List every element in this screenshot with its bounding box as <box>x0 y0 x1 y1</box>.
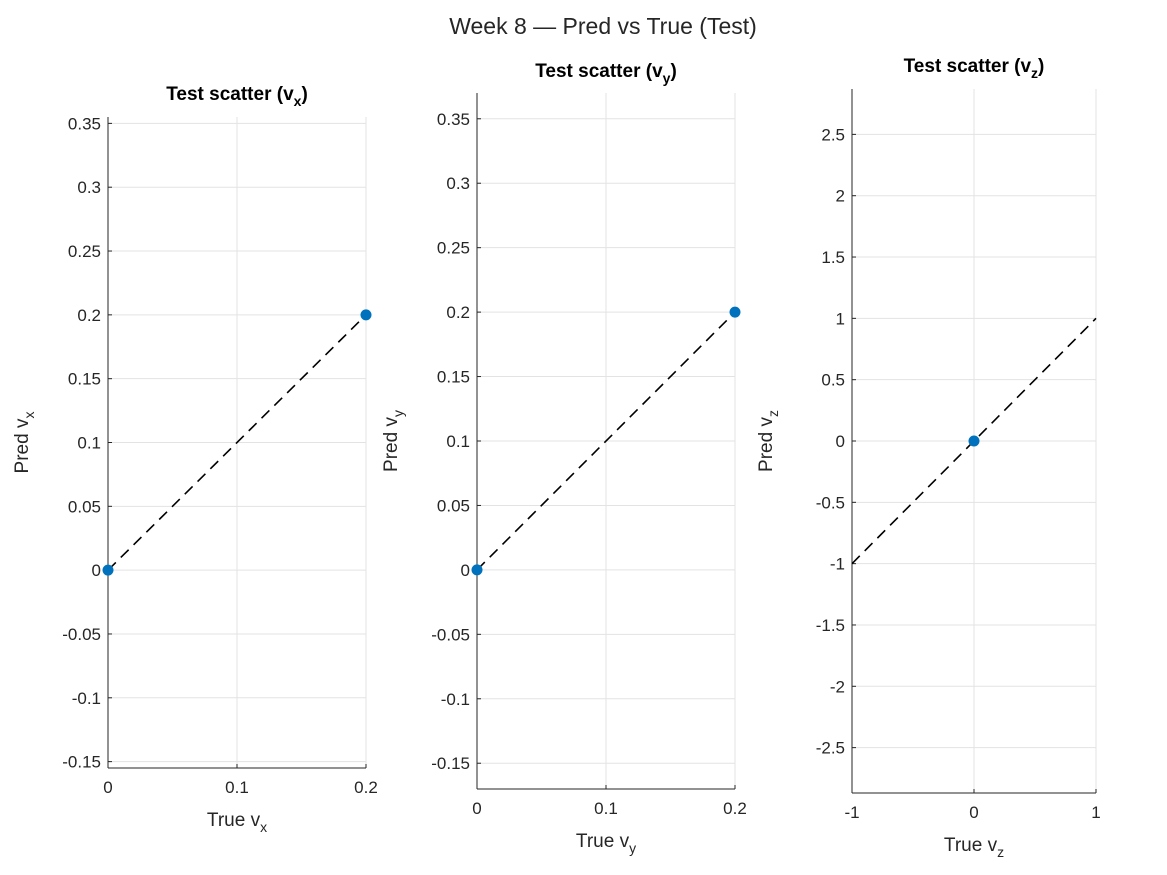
y-tick-label: 0.3 <box>77 178 101 197</box>
x-tick-label: 0 <box>472 799 481 818</box>
subplot-1: 0 0.1 0.2 -0.15 -0.1 -0.05 0 0.05 0.1 0.15 0.2 0.25… <box>12 84 378 835</box>
x-axis-label: True vz <box>944 835 1004 860</box>
y-tick-label: -1 <box>830 555 845 574</box>
y-tick-label: 0.5 <box>821 371 845 390</box>
x-axis-label-text: True v <box>207 810 261 831</box>
y-tick-label: 0.3 <box>446 174 470 193</box>
y-tick-label: -2.5 <box>816 739 845 758</box>
y-axis-label-text: Pred v <box>12 418 33 473</box>
identity-reference-line <box>476 311 736 571</box>
x-tick-label: 0.1 <box>225 778 249 797</box>
axes-container: 0 0.1 0.2 -0.15 -0.1 -0.05 0 0.05 0.1 0.15 0.2 0.25… <box>12 56 1101 860</box>
x-tick-label: 0.2 <box>723 799 747 818</box>
y-tick-label: 0.35 <box>437 110 470 129</box>
y-tick-label: 0.2 <box>446 303 470 322</box>
grid <box>107 117 367 768</box>
subplot-title-subscript: z <box>1031 65 1038 81</box>
subplot-title-tail: ) <box>670 61 676 82</box>
x-axis-label: True vy <box>576 831 636 856</box>
x-tick-label: 1 <box>1091 803 1100 822</box>
x-tick-label: 0 <box>969 803 978 822</box>
scatter-point <box>729 306 741 318</box>
identity-reference-line <box>107 314 367 571</box>
y-tick-label: 0 <box>461 561 470 580</box>
y-axis-label: Pred vz <box>756 410 781 472</box>
subplot-title: Test scatter (vx) <box>166 84 308 109</box>
x-axis-label-subscript: x <box>260 819 267 835</box>
y-axis-label-subscript: z <box>765 410 781 417</box>
x-tick-label: -1 <box>844 803 859 822</box>
y-tick-label: 0.15 <box>68 370 101 389</box>
x-axis-label-text: True v <box>576 831 630 852</box>
y-tick-label: 0.2 <box>77 306 101 325</box>
y-tick-label: -0.5 <box>816 493 845 512</box>
subplot-3: -1 0 1 -2.5 -2 -1.5 -1 -0.5 0 0.5 1 1.5 2 2.5 Test sca… <box>756 56 1101 860</box>
y-tick-label: -0.05 <box>62 625 101 644</box>
y-tick-label: -0.1 <box>72 689 101 708</box>
x-axis-label-subscript: z <box>997 844 1004 860</box>
x-tick-label: 0.2 <box>354 778 378 797</box>
y-tick-label: 0.25 <box>437 239 470 258</box>
y-tick-label: 1.5 <box>821 248 845 267</box>
subplot-2: 0 0.1 0.2 -0.15 -0.1 -0.05 0 0.05 0.1 0.15 0.2 0.25… <box>381 61 747 856</box>
subplot-title-text: Test scatter (v <box>166 84 294 105</box>
y-tick-label: -0.15 <box>62 753 101 772</box>
y-axis-label-text: Pred v <box>381 417 402 472</box>
y-tick-label: 0.35 <box>68 114 101 133</box>
y-tick-label: -0.1 <box>441 690 470 709</box>
y-tick-label: 0 <box>836 432 845 451</box>
y-tick-label: 0.25 <box>68 242 101 261</box>
scatter-point <box>968 435 980 447</box>
y-tick-label: 0.1 <box>77 434 101 453</box>
y-axis-label: Pred vy <box>381 410 406 472</box>
y-axis-label-subscript: y <box>390 410 406 417</box>
y-axis-label-text: Pred v <box>756 417 777 472</box>
scatter-point <box>102 564 114 576</box>
x-tick-label: 0.1 <box>594 799 618 818</box>
y-tick-label: 2.5 <box>821 125 845 144</box>
subplot-title-tail: ) <box>301 84 307 105</box>
y-tick-label: 0.15 <box>437 368 470 387</box>
y-tick-label: 0.05 <box>437 496 470 515</box>
y-tick-label: -2 <box>830 677 845 696</box>
y-tick-label: 2 <box>836 187 845 206</box>
subplot-title-tail: ) <box>1038 56 1044 77</box>
y-tick-label: 0 <box>92 561 101 580</box>
x-axis-label: True vx <box>207 810 267 835</box>
x-tick-label: 0 <box>103 778 112 797</box>
y-tick-label: -0.05 <box>431 625 470 644</box>
subplot-title-subscript: y <box>663 70 671 86</box>
subplot-title-text: Test scatter (v <box>535 61 663 82</box>
subplot-title-subscript: x <box>294 93 302 109</box>
y-tick-label: -0.15 <box>431 754 470 773</box>
x-axis-label-text: True v <box>944 835 998 856</box>
subplot-title-text: Test scatter (v <box>904 56 1032 77</box>
y-tick-label: 1 <box>836 309 845 328</box>
y-axis-label: Pred vx <box>12 412 37 474</box>
y-axis-label-subscript: x <box>21 412 37 419</box>
x-axis-label-subscript: y <box>629 840 636 856</box>
y-tick-label: -1.5 <box>816 616 845 635</box>
scatter-point <box>360 309 372 321</box>
subplot-title: Test scatter (vz) <box>904 56 1045 81</box>
subplot-title: Test scatter (vy) <box>535 61 677 86</box>
y-tick-label: 0.05 <box>68 497 101 516</box>
figure-suptitle: Week 8 — Pred vs True (Test) <box>449 13 757 39</box>
scatter-point <box>471 564 483 576</box>
y-tick-label: 0.1 <box>446 432 470 451</box>
